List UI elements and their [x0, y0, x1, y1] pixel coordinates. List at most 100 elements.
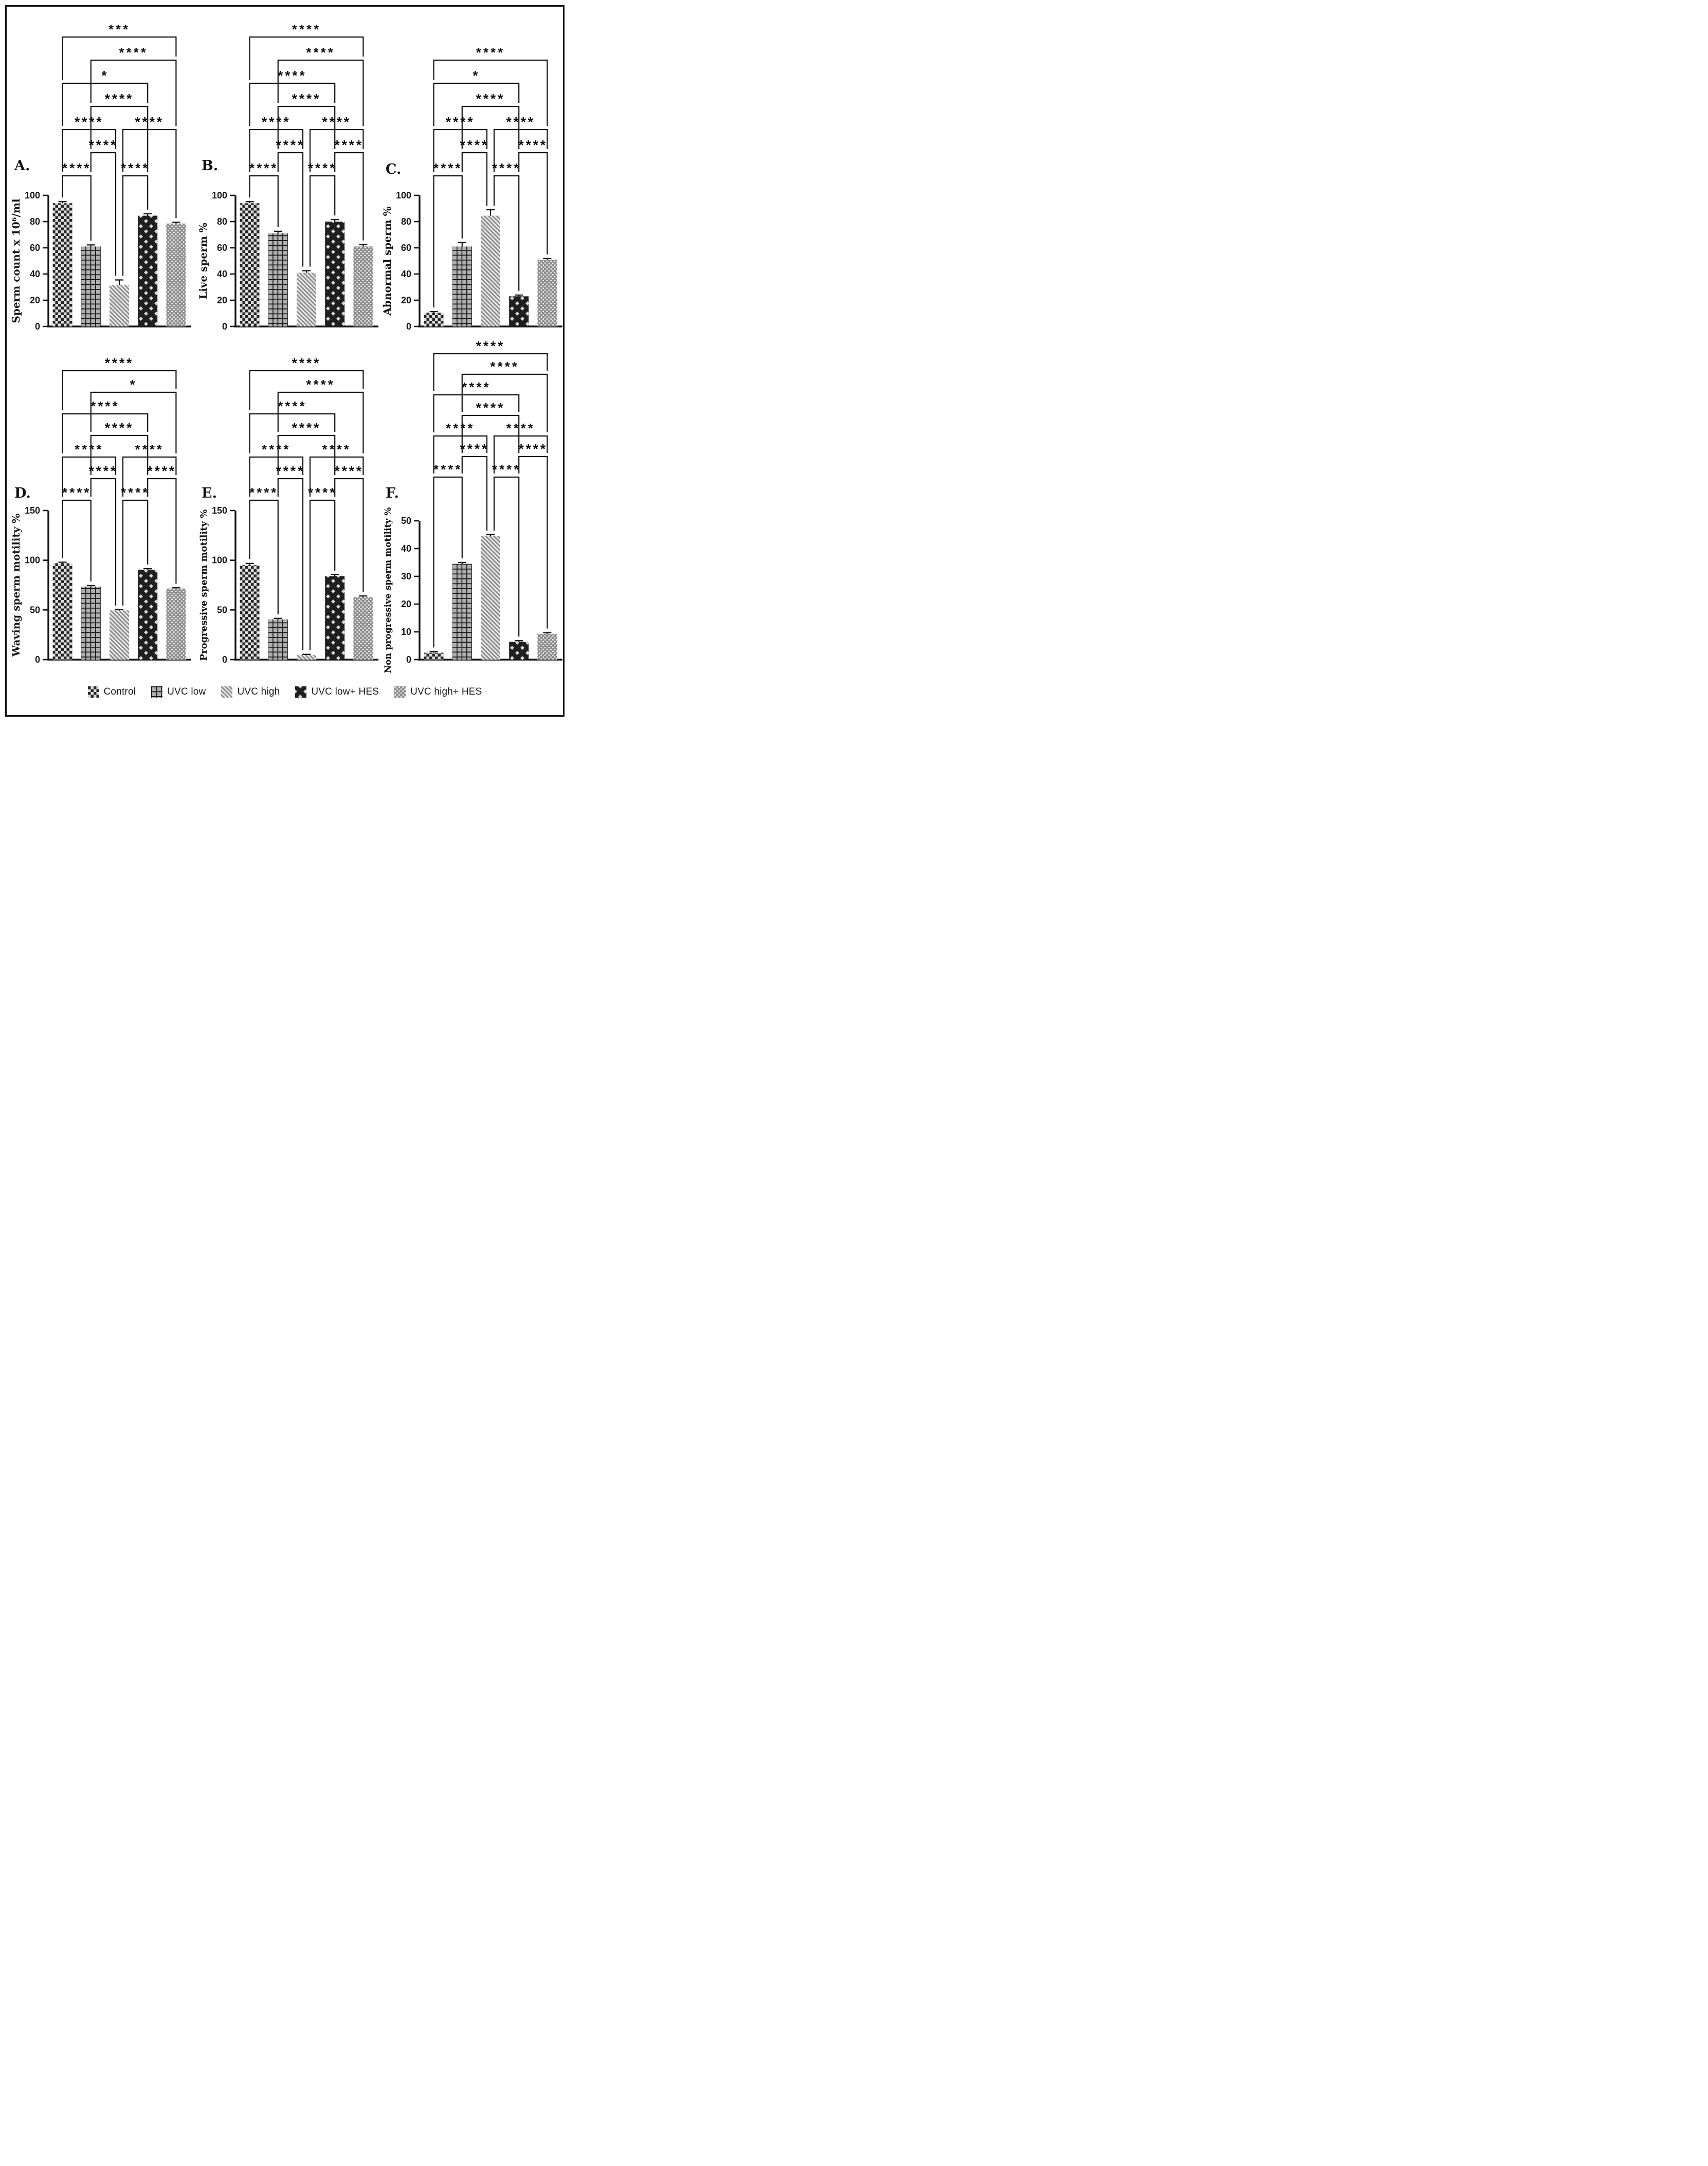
y-tick-label: 80 [217, 216, 227, 227]
y-tick-label: 60 [30, 243, 40, 253]
y-tick-label: 20 [30, 295, 40, 305]
significance-label: **** [135, 442, 163, 457]
significance-label: **** [62, 160, 91, 176]
y-tick-label: 40 [401, 543, 411, 554]
significance-bracket [493, 476, 520, 637]
significance-label: **** [75, 442, 103, 457]
legend-item-uvc-low-hes: UVC low+ HES [295, 686, 379, 698]
significance-bracket [249, 370, 364, 410]
bar-uvc-low [268, 233, 288, 326]
y-tick-label: 60 [217, 243, 227, 253]
significance-label: **** [460, 441, 489, 457]
significance-bracket [277, 391, 364, 453]
error-bar [543, 258, 552, 260]
y-tick-label: 0 [222, 321, 227, 332]
y-tick-label: 40 [30, 269, 40, 279]
significance-bracket [518, 152, 548, 254]
error-bar [245, 562, 254, 566]
error-bar [302, 653, 311, 656]
significance-label: **** [322, 114, 351, 130]
significance-bracket [277, 152, 304, 267]
bar-uvc-low [81, 246, 101, 326]
significance-bracket [90, 391, 177, 453]
significance-label: **** [276, 137, 305, 153]
significance-bracket [249, 129, 304, 172]
error-bar [458, 561, 466, 564]
significance-label: **** [335, 137, 364, 153]
y-axis-label: Live sperm % [197, 223, 209, 299]
y-tick-label: 60 [401, 243, 411, 253]
significance-bracket [334, 152, 364, 241]
bar-control [424, 313, 444, 326]
y-tick-label: 50 [30, 605, 40, 615]
significance-bracket [461, 152, 488, 206]
error-bar [86, 585, 95, 587]
error-bar [172, 222, 180, 224]
error-bar [543, 632, 552, 634]
y-tick-label: 80 [30, 216, 40, 227]
legend-label: Control [103, 686, 136, 697]
legend-label: UVC high+ HES [410, 686, 482, 697]
significance-label: **** [462, 379, 490, 395]
significance-label: **** [492, 160, 521, 176]
significance-label: **** [292, 22, 321, 37]
y-tick-label: 0 [35, 654, 40, 665]
significance-label: *** [108, 22, 130, 37]
legend-swatch-grid-icon [151, 686, 163, 698]
bar-uvc-low [452, 563, 472, 660]
significance-bracket [122, 499, 149, 606]
significance-label: **** [335, 463, 364, 479]
significance-label: **** [119, 45, 148, 60]
significance-bracket [433, 129, 488, 172]
significance-bracket [493, 175, 520, 291]
significance-label: **** [121, 160, 150, 176]
legend-swatch-weave-icon [295, 686, 307, 698]
significance-label: **** [249, 485, 278, 500]
legend-swatch-checker-icon [87, 686, 99, 698]
significance-label: **** [105, 420, 134, 435]
y-axis-label: Sperm count x 10⁶/ml [10, 198, 22, 323]
significance-bracket [309, 456, 364, 497]
significance-label: **** [90, 398, 119, 414]
significance-bracket [249, 175, 279, 227]
significance-label: **** [446, 114, 475, 130]
significance-bracket [90, 478, 117, 606]
bar-control [52, 203, 72, 326]
error-bar [331, 574, 339, 576]
bar-control [52, 563, 72, 660]
significance-bracket [309, 129, 364, 172]
bar-uvc-low-hes [509, 642, 529, 660]
significance-bracket [122, 456, 177, 497]
significance-label: **** [262, 114, 290, 130]
y-tick-label: 100 [212, 555, 227, 566]
y-axis-label: Non progressive sperm motility % [383, 507, 393, 674]
significance-bracket [461, 456, 488, 531]
significance-label: **** [292, 420, 321, 435]
bar-uvc-low [268, 619, 288, 660]
panel-c: Abnormal sperm % 0 20 40 60 80 100 **** * **** ***… [378, 15, 565, 355]
significance-label: **** [105, 355, 134, 371]
significance-bracket [90, 152, 117, 276]
error-bar [429, 651, 438, 653]
significance-label: **** [433, 160, 462, 176]
y-tick-label: 100 [212, 190, 227, 201]
significance-bracket [90, 105, 149, 172]
panel-label-a: A. [14, 158, 30, 174]
error-bar [274, 230, 282, 233]
error-bar [429, 311, 438, 313]
significance-bracket [147, 478, 177, 584]
significance-label: **** [276, 463, 305, 479]
chart-c: Abnormal sperm %020406080100************… [381, 45, 562, 332]
significance-bracket [309, 499, 336, 650]
panel-label-e: E. [202, 485, 217, 501]
y-axis-label: Abnormal sperm % [381, 206, 393, 316]
significance-bracket [62, 36, 177, 80]
significance-bracket [461, 414, 520, 453]
chart-f: Non progressive sperm motility % 0 10 20 30 4… [383, 338, 562, 674]
significance-bracket [249, 499, 279, 614]
significance-label: **** [492, 462, 521, 477]
y-axis-label: Progressive sperm motility % [198, 509, 209, 661]
error-bar [143, 568, 152, 570]
bar-uvc-low-hes [138, 215, 158, 326]
error-bar [58, 561, 67, 563]
